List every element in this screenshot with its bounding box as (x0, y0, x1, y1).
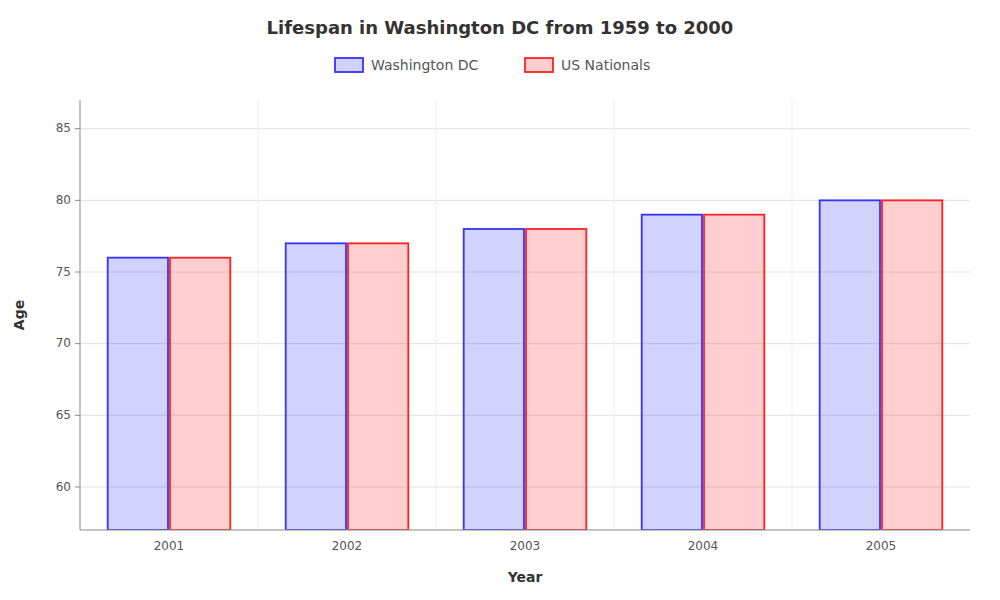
group-separator (614, 100, 615, 530)
x-axis-line (80, 530, 970, 531)
y-tick-label: 60 (56, 480, 71, 494)
x-tick-label: 2001 (154, 539, 185, 553)
y-tick-label: 75 (56, 265, 71, 279)
y-axis-line (80, 100, 81, 530)
x-tick-label: 2004 (688, 539, 719, 553)
legend-label: Washington DC (371, 57, 479, 73)
y-tick (75, 487, 80, 488)
bar (642, 215, 702, 530)
group-separator (436, 100, 437, 530)
group-separator (258, 100, 259, 530)
y-tick (75, 128, 80, 129)
legend-label: US Nationals (561, 57, 650, 73)
bar (286, 243, 346, 530)
legend: Washington DC US Nationals (335, 57, 650, 73)
y-tick-label: 80 (56, 193, 71, 207)
bar (526, 229, 586, 530)
y-tick-label: 65 (56, 408, 71, 422)
title: Lifespan in Washington DC from 1959 to 2… (267, 17, 734, 38)
group-separator (792, 100, 793, 530)
bar (704, 215, 764, 530)
x-tick-label: 2003 (510, 539, 541, 553)
x-tick-label: 2002 (332, 539, 363, 553)
y-axis-label: Age (11, 300, 27, 330)
bar (820, 200, 880, 530)
y-axis: 60 65 70 75 80 85 (56, 100, 80, 530)
grid-line (80, 128, 970, 129)
y-tick (75, 200, 80, 201)
bar (348, 243, 408, 530)
chart: 60 65 70 75 80 85 2001 2002 2003 2004 2005 Year Age L… (0, 0, 1000, 600)
bar (108, 258, 168, 530)
y-tick (75, 272, 80, 273)
y-tick-label: 70 (56, 336, 71, 350)
bar (170, 258, 230, 530)
x-axis: 2001 2002 2003 2004 2005 (80, 530, 970, 553)
bars (108, 200, 943, 530)
grid (80, 100, 970, 530)
legend-swatch (335, 58, 363, 72)
x-tick-label: 2005 (866, 539, 897, 553)
chart-container: 60 65 70 75 80 85 2001 2002 2003 2004 2005 Year Age L… (0, 0, 1000, 600)
bar (882, 200, 942, 530)
x-axis-label: Year (507, 569, 543, 585)
y-tick-label: 85 (56, 121, 71, 135)
y-tick (75, 415, 80, 416)
bar (464, 229, 524, 530)
y-tick (75, 343, 80, 344)
legend-swatch (525, 58, 553, 72)
